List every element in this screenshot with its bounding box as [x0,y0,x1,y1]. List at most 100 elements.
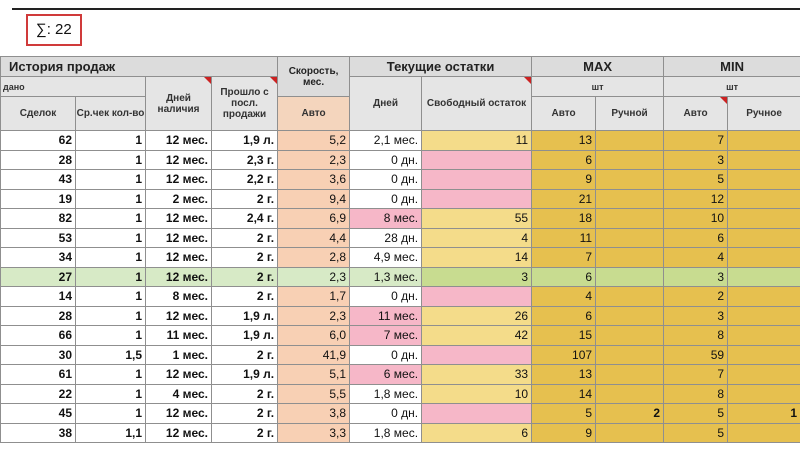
cell-stock-days[interactable]: 0 дн. [349,344,423,365]
cell-since-last-sale[interactable]: 2 г. [210,403,279,424]
cell-deals[interactable]: 27 [0,266,76,287]
cell-days-available[interactable]: 12 мес. [145,422,212,443]
cell-stock-days[interactable]: 1,3 мес. [349,266,423,287]
cell-min-manual[interactable] [727,169,800,190]
cell-max-manual[interactable] [595,422,665,443]
cell-stock-days[interactable]: 0 дн. [349,149,423,170]
cell-free-stock[interactable]: 33 [421,364,533,385]
table-row[interactable]: 38 1,1 12 мес. 2 г. 3,3 1,8 мес. 6 9 5 [0,422,800,443]
cell-min-manual[interactable] [727,383,800,404]
cell-max-manual[interactable] [595,325,665,346]
cell-speed-auto[interactable]: 3,8 [277,403,351,424]
cell-min-manual[interactable] [727,149,800,170]
header-avg-check[interactable]: Ср.чек кол-во [75,96,146,131]
cell-min-auto[interactable]: 5 [663,403,729,424]
cell-deals[interactable]: 62 [0,130,76,151]
cell-min-manual[interactable] [727,208,800,229]
cell-min-auto[interactable]: 8 [663,383,729,404]
header-sold[interactable]: дано [0,76,146,97]
cell-avg-check[interactable]: 1 [75,325,146,346]
header-days-available[interactable]: Дней наличия [145,76,212,131]
cell-free-stock[interactable]: 26 [421,305,533,326]
cell-avg-check[interactable]: 1 [75,383,146,404]
cell-free-stock[interactable]: 3 [421,266,533,287]
cell-max-manual[interactable]: 2 [595,403,665,424]
cell-days-available[interactable]: 11 мес. [145,325,212,346]
cell-max-auto[interactable]: 107 [531,344,597,365]
cell-stock-days[interactable]: 11 мес. [349,305,423,326]
cell-deals[interactable]: 30 [0,344,76,365]
cell-max-auto[interactable]: 9 [531,169,597,190]
cell-speed-auto[interactable]: 2,3 [277,305,351,326]
cell-stock-days[interactable]: 1,8 мес. [349,422,423,443]
cell-speed-auto[interactable]: 2,3 [277,266,351,287]
cell-max-manual[interactable] [595,383,665,404]
cell-max-auto[interactable]: 14 [531,383,597,404]
cell-min-auto[interactable]: 7 [663,130,729,151]
cell-avg-check[interactable]: 1 [75,227,146,248]
cell-min-manual[interactable] [727,344,800,365]
table-row[interactable]: 34 1 12 мес. 2 г. 2,8 4,9 мес. 14 7 4 [0,247,800,268]
cell-since-last-sale[interactable]: 2 г. [210,344,279,365]
cell-stock-days[interactable]: 1,8 мес. [349,383,423,404]
cell-days-available[interactable]: 12 мес. [145,305,212,326]
cell-min-manual[interactable] [727,325,800,346]
cell-deals[interactable]: 82 [0,208,76,229]
cell-stock-days[interactable]: 2,1 мес. [349,130,423,151]
cell-since-last-sale[interactable]: 1,9 л. [210,130,279,151]
cell-stock-days[interactable]: 0 дн. [349,188,423,209]
cell-min-auto[interactable]: 59 [663,344,729,365]
cell-speed-auto[interactable]: 41,9 [277,344,351,365]
table-row[interactable]: 82 1 12 мес. 2,4 г. 6,9 8 мес. 55 18 10 [0,208,800,229]
cell-max-auto[interactable]: 21 [531,188,597,209]
cell-days-available[interactable]: 12 мес. [145,227,212,248]
cell-max-manual[interactable] [595,344,665,365]
cell-since-last-sale[interactable]: 2 г. [210,286,279,307]
cell-avg-check[interactable]: 1 [75,305,146,326]
cell-speed-auto[interactable]: 3,3 [277,422,351,443]
cell-max-auto[interactable]: 6 [531,266,597,287]
cell-max-auto[interactable]: 7 [531,247,597,268]
header-max-unit[interactable]: шт [531,76,665,97]
cell-max-auto[interactable]: 6 [531,305,597,326]
cell-free-stock[interactable]: 6 [421,422,533,443]
cell-stock-days[interactable]: 0 дн. [349,403,423,424]
cell-deals[interactable]: 38 [0,422,76,443]
header-max[interactable]: MAX [531,56,665,77]
cell-deals[interactable]: 19 [0,188,76,209]
cell-deals[interactable]: 28 [0,149,76,170]
cell-speed-auto[interactable]: 3,6 [277,169,351,190]
cell-days-available[interactable]: 8 мес. [145,286,212,307]
cell-min-auto[interactable]: 10 [663,208,729,229]
cell-max-manual[interactable] [595,188,665,209]
header-min-auto[interactable]: Авто [663,96,729,131]
cell-since-last-sale[interactable]: 2 г. [210,266,279,287]
cell-avg-check[interactable]: 1,5 [75,344,146,365]
cell-deals[interactable]: 34 [0,247,76,268]
inventory-grid[interactable]: История продаж Скорость, мес. Текущие ос… [0,56,800,450]
header-min-unit[interactable]: шт [663,76,800,97]
table-row[interactable]: 53 1 12 мес. 2 г. 4,4 28 дн. 4 11 6 [0,227,800,248]
cell-deals[interactable]: 43 [0,169,76,190]
cell-free-stock[interactable] [421,149,533,170]
cell-free-stock[interactable] [421,169,533,190]
cell-min-auto[interactable]: 6 [663,227,729,248]
cell-max-auto[interactable]: 18 [531,208,597,229]
header-speed-auto[interactable]: Авто [277,96,351,131]
table-row[interactable]: 28 1 12 мес. 1,9 л. 2,3 11 мес. 26 6 3 [0,305,800,326]
cell-avg-check[interactable]: 1 [75,188,146,209]
cell-speed-auto[interactable]: 5,1 [277,364,351,385]
cell-min-manual[interactable] [727,422,800,443]
cell-free-stock[interactable] [421,403,533,424]
cell-min-manual[interactable] [727,130,800,151]
cell-speed-auto[interactable]: 2,8 [277,247,351,268]
cell-min-auto[interactable]: 5 [663,422,729,443]
cell-max-manual[interactable] [595,227,665,248]
cell-days-available[interactable]: 12 мес. [145,169,212,190]
cell-since-last-sale[interactable]: 2 г. [210,188,279,209]
cell-days-available[interactable]: 2 мес. [145,188,212,209]
cell-stock-days[interactable]: 7 мес. [349,325,423,346]
cell-min-auto[interactable]: 5 [663,169,729,190]
header-sales-history[interactable]: История продаж [0,56,279,77]
cell-days-available[interactable]: 12 мес. [145,403,212,424]
